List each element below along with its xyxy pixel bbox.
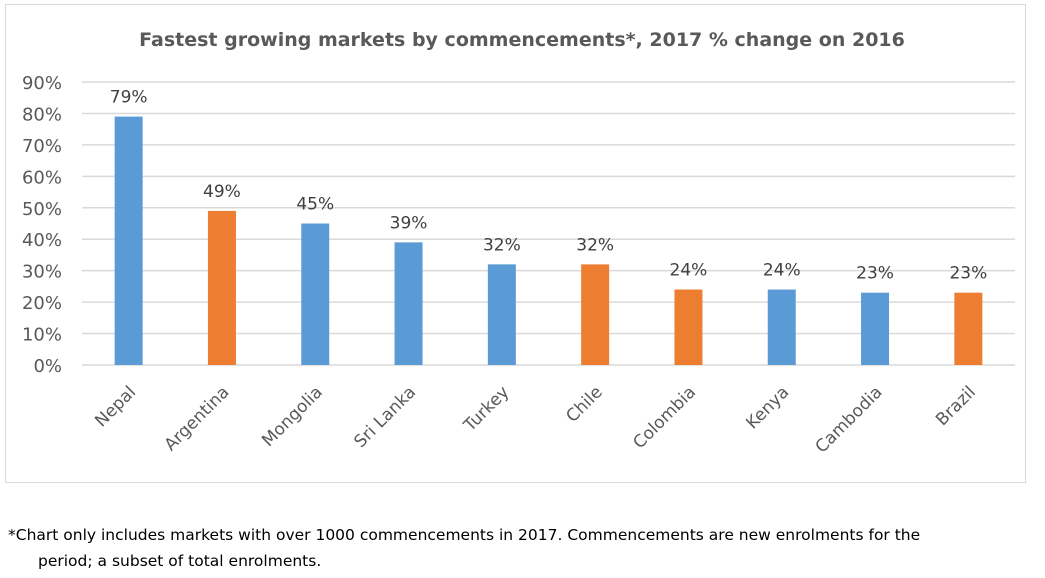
bar-cambodia [861,292,890,365]
data-label: 23% [949,264,987,284]
footnote-line-2: period; a subset of total enrolments. [38,552,322,570]
x-tick-label: Mongolia [258,382,327,451]
y-tick-label: 40% [22,230,62,251]
bar-sri-lanka [394,242,423,365]
x-tick-label: Cambodia [812,382,887,457]
bar-chart: Fastest growing markets by commencements… [22,29,1015,457]
y-tick-label: 30% [22,262,62,283]
y-tick-label: 0% [33,356,62,377]
bar-colombia [674,289,703,365]
data-label: 45% [296,195,334,215]
chart-frame [5,4,1026,483]
footnote-line-1: *Chart only includes markets with over 1… [8,526,921,544]
data-label: 79% [110,88,148,108]
y-tick-label: 20% [22,293,62,314]
x-tick-label: Nepal [91,382,140,431]
bar-kenya [767,289,796,365]
bar-turkey [487,264,516,365]
bar-brazil [954,292,983,365]
x-tick-label: Chile [562,382,606,426]
bar-mongolia [301,223,330,365]
chart-title: Fastest growing markets by commencements… [139,29,905,51]
data-label: 39% [390,213,428,233]
footnote: *Chart only includes markets with over 1… [8,522,1038,574]
bar-argentina [207,210,236,365]
data-label: 49% [203,182,241,202]
data-label: 23% [856,264,894,284]
y-tick-label: 90% [22,73,62,94]
y-tick-label: 50% [22,199,62,220]
x-tick-label: Brazil [932,382,980,430]
data-label: 32% [483,235,521,255]
x-tick-label: Kenya [742,382,793,433]
bar-nepal [114,116,143,365]
data-label: 24% [670,261,708,281]
bar-chile [581,264,610,365]
x-tick-label: Sri Lanka [350,382,420,452]
y-tick-label: 80% [22,104,62,125]
x-tick-label: Turkey [459,382,513,436]
x-tick-label: Colombia [629,382,700,453]
y-tick-label: 70% [22,136,62,157]
y-tick-label: 60% [22,167,62,188]
y-tick-label: 10% [22,325,62,346]
x-tick-label: Argentina [161,382,234,455]
data-label: 32% [576,235,614,255]
data-label: 24% [763,261,801,281]
